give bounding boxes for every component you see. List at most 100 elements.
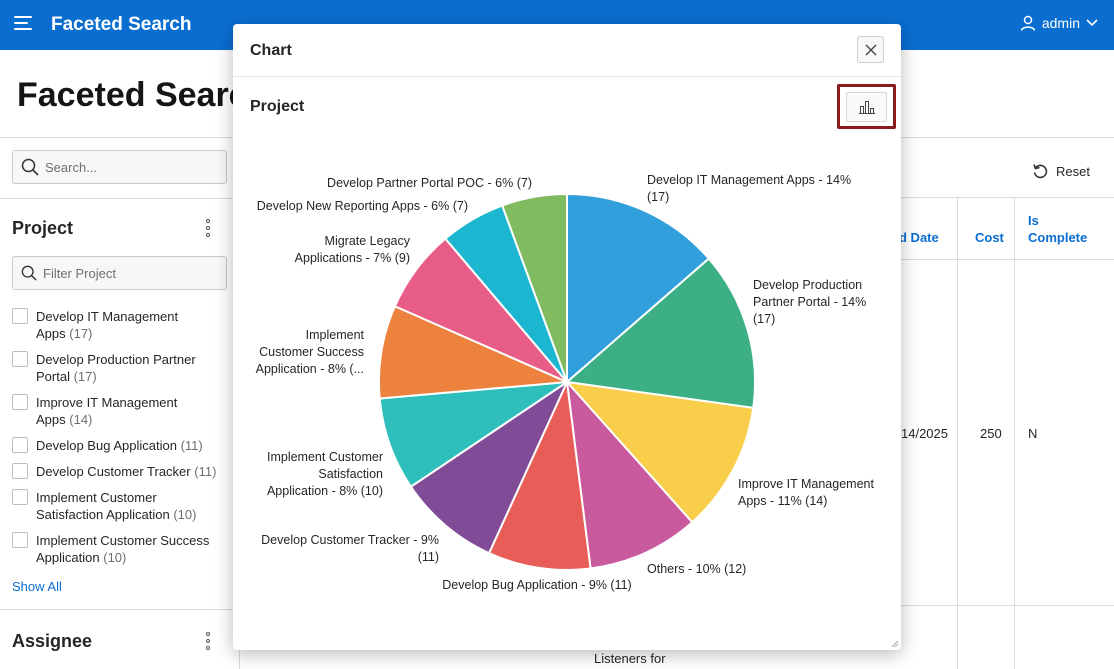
slice-label-line: Satisfaction <box>318 467 383 481</box>
search-icon <box>21 158 39 176</box>
slice-label: Develop New Reporting Apps - 6% (7) <box>257 199 468 213</box>
facet-option-count: (11) <box>180 438 203 453</box>
pie-slice[interactable] <box>566 192 711 385</box>
facet-option[interactable]: Develop IT Management Apps (17) <box>12 308 222 342</box>
checkbox[interactable] <box>12 532 28 548</box>
slice-label-line: Improve IT Management <box>738 477 874 491</box>
facet-option-count: (10) <box>173 507 197 522</box>
chevron-down-icon <box>1086 19 1098 27</box>
pie-chart: Develop IT Management Apps - 14% (17)Deve… <box>256 173 875 592</box>
facet-option-label: Implement Customer Satisfaction Applicat… <box>36 490 170 522</box>
facet-option-label: Implement Customer Success Application <box>36 533 210 565</box>
facet-option-label: Improve IT Management Apps <box>36 395 178 427</box>
slice-label-line: Develop Partner Portal POC - 6% (7) <box>327 176 532 190</box>
dialog-title: Chart <box>250 42 292 59</box>
pie-slice[interactable] <box>564 257 756 410</box>
facet-option[interactable]: Improve IT Management Apps (14) <box>12 394 222 428</box>
facet-option[interactable]: Implement Customer Satisfaction Applicat… <box>12 489 222 523</box>
filter-placeholder: Filter Project <box>43 265 116 281</box>
pie-slice[interactable] <box>378 381 568 489</box>
user-icon <box>1020 15 1036 31</box>
slice-label-line: Implement <box>306 328 365 342</box>
slice-label: Develop Customer Tracker - 9% (11) <box>261 533 439 564</box>
slice-label-line: (17) <box>753 312 775 326</box>
user-menu[interactable]: admin <box>1020 15 1098 31</box>
facet-title-project: Project <box>12 218 74 238</box>
slice-label-line: (11) <box>418 550 439 564</box>
checkbox[interactable] <box>12 308 28 324</box>
slice-label: Migrate Legacy Applications - 7% (9) <box>295 234 411 265</box>
resize-handle[interactable] <box>889 638 899 648</box>
checkbox[interactable] <box>12 463 28 479</box>
facet-option-count: (17) <box>73 369 97 384</box>
show-all-link[interactable]: Show All <box>12 579 62 594</box>
facet-option[interactable]: Develop Production Partner Portal (17) <box>12 351 222 385</box>
column-header-end-date[interactable]: d Date <box>899 230 939 245</box>
reset-button[interactable]: Reset <box>1032 163 1090 180</box>
close-button[interactable] <box>857 36 884 63</box>
slice-label-line: Others - 10% (12) <box>647 562 746 576</box>
divider <box>0 198 239 199</box>
cell-end-date: 14/2025 <box>901 426 948 441</box>
kebab-icon[interactable] <box>205 219 211 237</box>
facet-option[interactable]: Implement Customer Success Application (… <box>12 532 222 566</box>
facet-option[interactable]: Develop Bug Application (11) <box>12 437 222 454</box>
pie-slice[interactable] <box>564 380 755 524</box>
slice-label-line: Application - 8% (... <box>256 362 364 376</box>
chart-type-button-face[interactable] <box>846 91 887 122</box>
checkbox[interactable] <box>12 489 28 505</box>
column-divider <box>1014 197 1015 669</box>
reset-label: Reset <box>1056 164 1090 179</box>
search-placeholder: Search... <box>45 159 98 175</box>
chart-type-button[interactable] <box>837 84 896 129</box>
slice-label-line: Apps - 11% (14) <box>738 494 827 508</box>
page-title: Faceted Search <box>17 76 269 114</box>
bar-chart-icon <box>858 100 875 114</box>
facet-option-count: (17) <box>69 326 93 341</box>
slice-label-line: Customer Success <box>259 345 364 359</box>
slice-label-line: Implement Customer <box>267 450 383 464</box>
user-name: admin <box>1041 15 1080 31</box>
hamburger-icon[interactable] <box>14 16 34 32</box>
facet-option-label: Develop Customer Tracker <box>36 464 191 479</box>
pie-slice[interactable] <box>409 379 570 555</box>
column-header-is-complete-line2[interactable]: Complete <box>1028 230 1088 245</box>
slice-label-line: Applications - 7% (9) <box>295 251 410 265</box>
slice-label-line: Partner Portal - 14% <box>753 295 866 309</box>
search-input[interactable]: Search... <box>12 150 227 184</box>
checkbox[interactable] <box>12 351 28 367</box>
filter-project-input[interactable]: Filter Project <box>12 256 227 290</box>
slice-label-line: Develop Customer Tracker - 9% <box>261 533 439 547</box>
facet-option-label: Develop Bug Application <box>36 438 177 453</box>
slice-label-line: Develop New Reporting Apps - 6% (7) <box>257 199 468 213</box>
kebab-icon[interactable] <box>205 632 211 650</box>
pie-slice[interactable] <box>378 304 568 400</box>
slice-label: Improve IT Management Apps - 11% (14) <box>738 477 874 508</box>
slice-label-line: Develop Bug Application - 9% (11) <box>442 578 631 592</box>
slice-label-line: Develop IT Management Apps - 14% <box>647 173 851 187</box>
facet-option-label: Develop Production Partner Portal <box>36 352 196 384</box>
dialog-divider <box>233 76 901 77</box>
app-title[interactable]: Faceted Search <box>51 14 192 35</box>
region-title: Project <box>250 98 305 115</box>
search-icon <box>21 265 37 281</box>
facet-option-label: Develop IT Management Apps <box>36 309 179 341</box>
checkbox[interactable] <box>12 394 28 410</box>
divider <box>0 609 239 610</box>
checkbox[interactable] <box>12 437 28 453</box>
pie-slice[interactable] <box>487 378 592 571</box>
cell-is-complete: N <box>1028 426 1038 441</box>
slice-label-line: Migrate Legacy <box>325 234 411 248</box>
pie-slice[interactable] <box>565 378 694 570</box>
chart-dialog: Chart Project Develop IT Management Apps… <box>233 24 901 650</box>
facet-option-count: (11) <box>194 464 217 479</box>
column-header-is-complete-line1[interactable]: Is <box>1028 213 1039 228</box>
column-header-cost[interactable]: Cost <box>975 230 1004 245</box>
pie-slice[interactable] <box>500 192 568 383</box>
slice-label-line: Application - 8% (10) <box>267 484 383 498</box>
slice-label: Implement Customer Success Application - 8… <box>256 328 365 376</box>
facet-option[interactable]: Develop Customer Tracker (11) <box>12 463 222 480</box>
slice-label: Develop Production Partner Portal - 14% (1… <box>753 278 866 326</box>
slice-label: Develop IT Management Apps - 14% (17) <box>647 173 851 204</box>
slice-label: Others - 10% (12) <box>647 562 746 576</box>
